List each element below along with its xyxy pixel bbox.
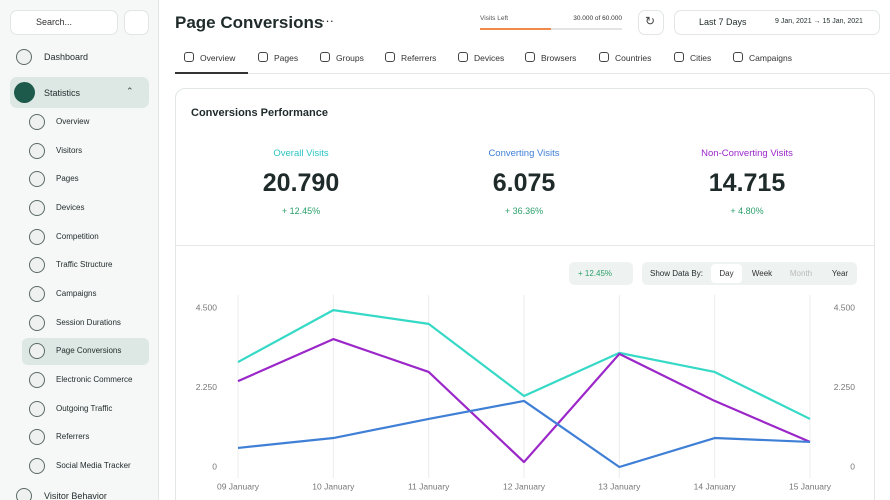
nav-icon[interactable] xyxy=(29,257,45,274)
nav-subitem[interactable]: Social Media Tracker xyxy=(56,460,131,470)
nav-icon[interactable] xyxy=(29,228,45,245)
nav-icon[interactable] xyxy=(16,488,32,500)
card xyxy=(175,88,875,500)
tab-icon[interactable] xyxy=(320,52,330,62)
tab[interactable]: Referrers xyxy=(401,53,437,63)
visits-label: Visits Left xyxy=(480,15,509,22)
nav-subitem[interactable]: Competition xyxy=(56,231,99,241)
tab[interactable]: Campaigns xyxy=(749,53,792,63)
nav-icon[interactable] xyxy=(29,199,45,216)
period-selected xyxy=(711,264,742,283)
nav-icon[interactable] xyxy=(29,285,45,302)
nav-subitem[interactable]: Page Conversions xyxy=(56,346,122,356)
nav-subitem[interactable]: Electronic Commerce xyxy=(56,374,133,384)
refresh-icon[interactable]: ↻ xyxy=(645,14,656,28)
nav-icon[interactable] xyxy=(29,142,45,159)
date-picker[interactable] xyxy=(674,10,880,35)
more-menu[interactable]: ··· xyxy=(321,13,334,28)
nav-icon[interactable] xyxy=(29,371,45,388)
collapse-icon[interactable]: ⌃ xyxy=(126,86,134,96)
show-by-label: Show Data By: xyxy=(650,269,703,278)
tab-icon[interactable] xyxy=(599,52,609,62)
range-label[interactable]: Last 7 Days xyxy=(699,17,747,27)
tab[interactable]: Browsers xyxy=(541,53,577,63)
nav-icon[interactable] xyxy=(29,343,45,360)
nav-subitem[interactable]: Referrers xyxy=(56,432,90,442)
tab[interactable]: Groups xyxy=(336,53,364,63)
tab[interactable]: Overview xyxy=(200,53,236,63)
sidebar: Search... Statistics ⌃ Dashboard Overview… xyxy=(0,0,159,500)
period-option[interactable]: Year xyxy=(831,269,849,278)
period-group xyxy=(642,262,857,285)
tab-icon[interactable] xyxy=(258,52,268,62)
nav-icon[interactable] xyxy=(29,457,45,474)
stat-label: Non-Converting Visits xyxy=(701,148,793,159)
tab-icon[interactable] xyxy=(385,52,395,62)
badge-bg xyxy=(569,262,633,285)
stat-change: + 12.45% xyxy=(281,206,321,216)
stat-label: Converting Visits xyxy=(488,148,560,159)
visits-bar xyxy=(480,28,622,30)
stat-label: Overall Visits xyxy=(273,148,329,159)
nav-subitem[interactable]: Campaigns xyxy=(56,288,97,298)
nav-icon[interactable] xyxy=(29,314,45,331)
nav-icon[interactable] xyxy=(29,114,45,130)
tab[interactable]: Countries xyxy=(615,53,652,63)
search-box[interactable] xyxy=(10,10,118,35)
nav-icon[interactable] xyxy=(16,49,32,65)
badge: + 12.45% xyxy=(578,269,613,278)
nav-subitem[interactable]: Outgoing Traffic xyxy=(56,403,113,413)
tab-underline xyxy=(175,72,248,74)
card-divider xyxy=(176,245,874,246)
nav-subitem[interactable]: Session Durations xyxy=(56,317,121,327)
tab[interactable]: Devices xyxy=(474,53,505,63)
tab-icon[interactable] xyxy=(525,52,535,62)
period-option[interactable]: Month xyxy=(789,269,813,278)
stat-change: + 4.80% xyxy=(730,206,764,216)
nav-icon[interactable] xyxy=(29,400,45,417)
tab-icon[interactable] xyxy=(184,52,194,62)
card-title: Conversions Performance xyxy=(191,107,328,119)
tabs-divider xyxy=(175,73,890,74)
nav-icon[interactable] xyxy=(29,171,45,188)
nav-item[interactable]: Dashboard xyxy=(44,52,89,62)
stat-value: 20.790 xyxy=(262,169,340,197)
section-label[interactable]: Statistics xyxy=(44,88,81,98)
stat-change: + 36.36% xyxy=(504,206,544,216)
tab[interactable]: Pages xyxy=(274,53,299,63)
stat-value: 6.075 xyxy=(492,169,556,197)
section-icon xyxy=(14,82,35,103)
nav-icon[interactable] xyxy=(29,429,45,446)
tab-icon[interactable] xyxy=(733,52,743,62)
tab-icon[interactable] xyxy=(458,52,468,62)
add-button[interactable] xyxy=(124,10,149,35)
search-placeholder[interactable]: Search... xyxy=(36,17,73,27)
date-range[interactable]: 9 Jan, 2021 → 15 Jan, 2021 xyxy=(775,18,863,25)
visits-value: 30.000 of 60.000 xyxy=(573,15,622,22)
nav-subitem[interactable]: Pages xyxy=(56,174,79,184)
period-option[interactable]: Week xyxy=(751,269,773,278)
nav-subitem[interactable]: Overview xyxy=(56,117,90,126)
nav-subitem[interactable]: Devices xyxy=(56,202,85,212)
nav-item[interactable]: Visitor Behavior xyxy=(44,491,107,500)
tab[interactable]: Cities xyxy=(690,53,712,63)
tab-icon[interactable] xyxy=(674,52,684,62)
nav-subitem[interactable]: Visitors xyxy=(56,145,83,155)
refresh-button[interactable] xyxy=(638,10,664,35)
period-option[interactable]: Day xyxy=(719,269,734,278)
nav-subitem[interactable]: Traffic Structure xyxy=(56,260,113,270)
stat-value: 14.715 xyxy=(708,169,786,197)
page-title: Page Conversions xyxy=(175,13,324,32)
